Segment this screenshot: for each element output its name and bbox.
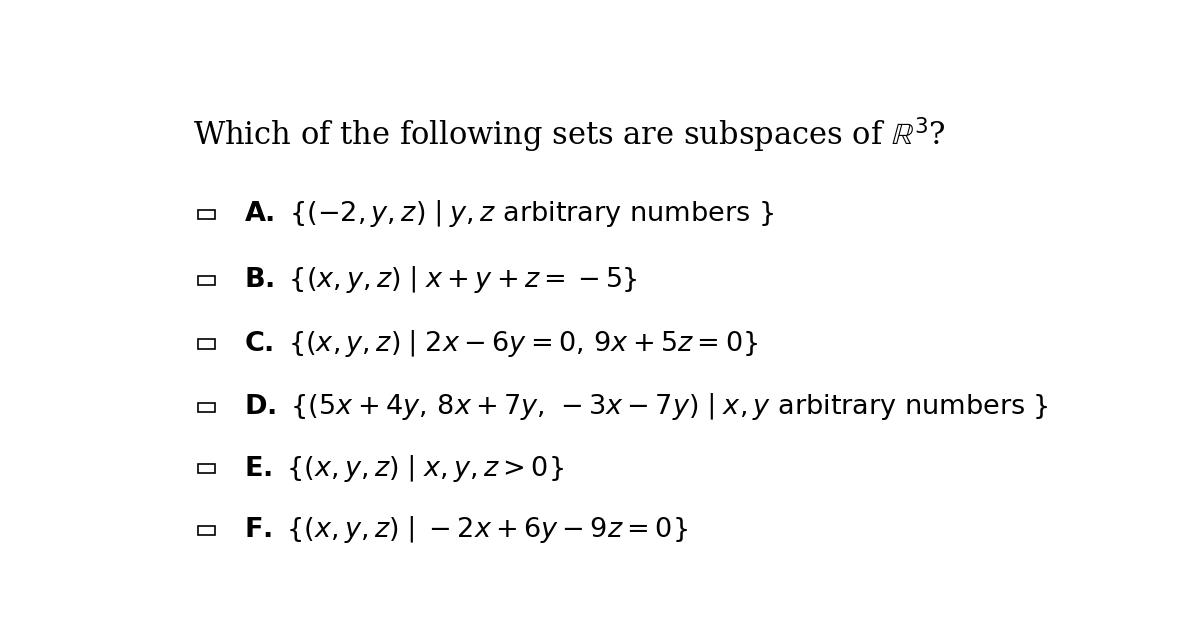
FancyBboxPatch shape [198,276,215,285]
Text: $\mathbf{E.}$ $\{(x, y, z) \mid x, y, z > 0\}$: $\mathbf{E.}$ $\{(x, y, z) \mid x, y, z … [243,453,564,483]
Text: $\mathbf{F.}$ $\{(x, y, z) \mid -2x + 6y - 9z = 0\}$: $\mathbf{F.}$ $\{(x, y, z) \mid -2x + 6y… [243,514,687,545]
Text: $\mathbf{A.}$ $\{(-2, y, z) \mid y, z \text{ arbitrary numbers }\}$: $\mathbf{A.}$ $\{(-2, y, z) \mid y, z \t… [243,198,773,229]
FancyBboxPatch shape [198,464,215,473]
Text: Which of the following sets are subspaces of $\mathbb{R}^3$?: Which of the following sets are subspace… [194,116,945,155]
FancyBboxPatch shape [198,340,215,349]
FancyBboxPatch shape [198,525,215,535]
Text: $\mathbf{C.}$ $\{(x, y, z) \mid 2x - 6y = 0,\, 9x + 5z = 0\}$: $\mathbf{C.}$ $\{(x, y, z) \mid 2x - 6y … [243,328,758,359]
FancyBboxPatch shape [198,403,215,412]
Text: $\mathbf{B.}$ $\{(x, y, z) \mid x + y + z = -5\}$: $\mathbf{B.}$ $\{(x, y, z) \mid x + y + … [243,264,637,295]
FancyBboxPatch shape [198,210,215,219]
Text: $\mathbf{D.}$ $\{(5x + 4y,\, 8x + 7y,\, -3x - 7y) \mid x, y \text{ arbitrary num: $\mathbf{D.}$ $\{(5x + 4y,\, 8x + 7y,\, … [243,391,1048,422]
